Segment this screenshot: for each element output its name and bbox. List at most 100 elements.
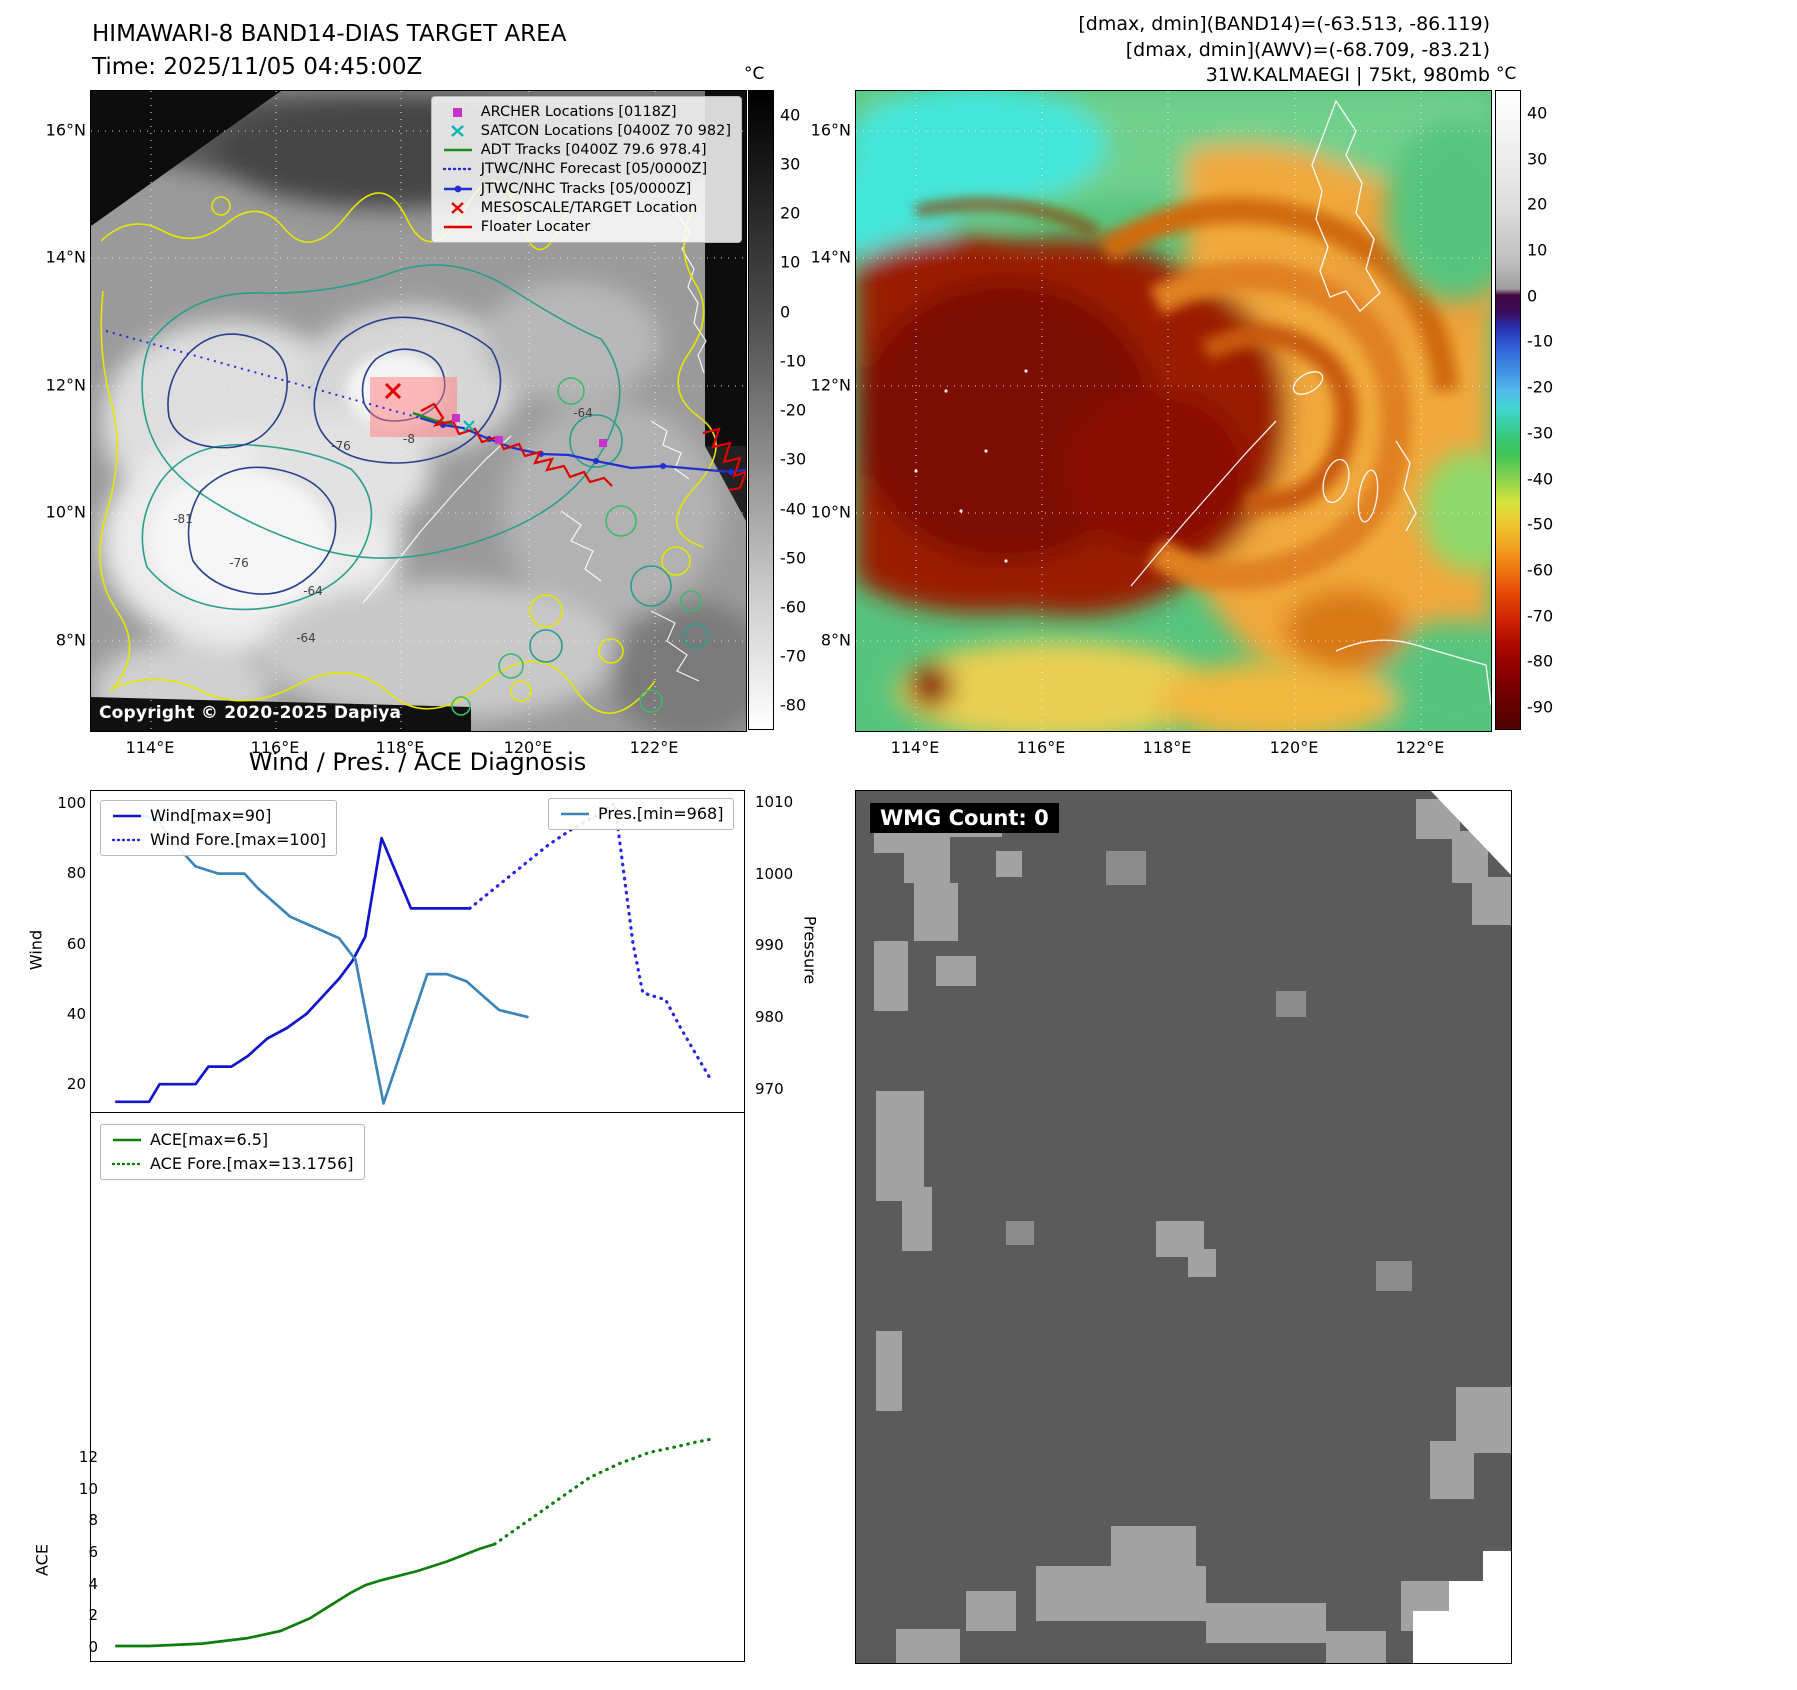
ace-tick-0: 0: [88, 1637, 98, 1656]
band14-lon-tick-122°E: 122°E: [629, 738, 679, 757]
map-legend-item-4: JTWC/NHC Tracks [05/0000Z]: [442, 180, 731, 198]
contour-value-6: -64: [573, 406, 593, 420]
awv-lat-axis: 16°N 14°N 12°N 10°N 8°N: [803, 90, 851, 730]
band14-colorbar-ticks: 40 30 20 10 0 -10 -20 -30 -40 -50 -60 -70 -80: [748, 90, 808, 730]
pressure-tick-980: 980: [755, 1008, 784, 1027]
band14-lat-axis: 16°N 14°N 12°N 10°N 8°N: [38, 90, 86, 730]
awv-cb-tick-30: 30: [1527, 149, 1548, 169]
wind-pressure-series-1: [468, 801, 712, 1079]
coastline: [1130, 99, 1491, 706]
storm-spiral-bands: [915, 197, 1459, 592]
wind-tick-60: 60: [66, 934, 86, 953]
jtwc-forecast-track: [105, 330, 421, 419]
wind-tick-80: 80: [66, 864, 86, 883]
awv-lat-tick-14°N: 14°N: [810, 247, 851, 267]
floater-track-east: [702, 427, 746, 492]
map-legend-item-2: ADT Tracks [0400Z 79.6 978.4]: [442, 141, 731, 159]
contour-value-4: -76: [331, 439, 351, 453]
archer-location-markers: [452, 414, 607, 447]
ace-chart: [115, 1437, 716, 1648]
band14-cb-tick--40: -40: [780, 499, 807, 518]
band14-title-line2: Time: 2025/11/05 04:45:00Z: [92, 54, 423, 81]
map-legend-item-4-label: JTWC/NHC Tracks [05/0000Z]: [480, 180, 692, 197]
map-grid: [856, 91, 1491, 731]
storm-info-header: [dmax, dmin](BAND14)=(-63.513, -86.119) …: [855, 12, 1490, 89]
awv-lat-tick-10°N: 10°N: [810, 502, 851, 522]
awv-cb-tick--40: -40: [1527, 469, 1554, 489]
wmg-mask-image: [856, 791, 1511, 1663]
map-legend-item-6-label: Floater Locater: [480, 218, 591, 235]
band14-cb-tick--80: -80: [780, 695, 807, 715]
band14-map-panel: ARCHER Locations [0118Z] SATCON Locations…: [90, 90, 747, 732]
x-marker-icon: [450, 125, 464, 138]
chart2-legend-item-1: ACE Fore.[max=13.1756]: [111, 1154, 354, 1174]
awv-cb-tick--70: -70: [1527, 606, 1554, 626]
x-marker-icon: [450, 201, 464, 214]
band14-lat-tick-12°N: 12°N: [45, 375, 86, 395]
awv-cb-tick--50: -50: [1527, 514, 1554, 534]
dmax-dmin-band14: [dmax, dmin](BAND14)=(-63.513, -86.119): [1078, 13, 1490, 35]
band14-cb-tick-0: 0: [780, 302, 791, 321]
swath-edge-bottom: [91, 697, 471, 731]
map-legend-item-3: JTWC/NHC Forecast [05/0000Z]: [442, 160, 731, 178]
awv-lon-tick-122°E: 122°E: [1395, 738, 1445, 757]
wind-pressure-series-2: [115, 814, 529, 1105]
awv-cb-tick-20: 20: [1527, 194, 1548, 214]
wind-tick-20: 20: [66, 1075, 86, 1094]
band14-cb-tick-10: 10: [780, 252, 801, 272]
awv-cb-tick-40: 40: [1527, 103, 1548, 123]
contour-value-5: -8: [403, 432, 415, 446]
square-marker-icon: [452, 108, 462, 118]
chart1-legend-item-2-label: Pres.[min=968]: [598, 804, 724, 823]
awv-lon-tick-118°E: 118°E: [1142, 738, 1192, 757]
awv-cb-tick--80: -80: [1527, 651, 1554, 671]
wmg-corner-cuts: [1413, 791, 1511, 1663]
wind-axis-label: Wind: [26, 929, 46, 971]
awv-lat-tick-16°N: 16°N: [810, 120, 851, 140]
awv-cb-tick--10: -10: [1527, 331, 1554, 351]
wmg-count-label: WMG Count: 0: [870, 803, 1059, 833]
satcon-location-x-icon: [463, 420, 475, 432]
contour-value-2: -64: [303, 584, 323, 598]
chart1-legend-item-2: Pres.[min=968]: [559, 804, 723, 824]
map-legend-item-1-label: SATCON Locations [0400Z 70 982]: [480, 123, 731, 140]
band14-cb-tick--60: -60: [780, 597, 807, 617]
chart2-legend-item-0: ACE[max=6.5]: [111, 1130, 354, 1150]
ace-tick-10: 10: [78, 1479, 98, 1498]
pressure-tick-990: 990: [755, 936, 784, 955]
pressure-legend: Pres.[min=968]: [548, 798, 735, 830]
band14-cb-tick--70: -70: [780, 646, 807, 666]
map-legend-item-0-label: ARCHER Locations [0118Z]: [480, 104, 677, 120]
band14-lat-tick-10°N: 10°N: [45, 502, 86, 522]
awv-lat-tick-8°N: 8°N: [820, 630, 851, 650]
chart1-legend-item-1: Wind Fore.[max=100]: [111, 830, 326, 850]
band14-cb-tick--50: -50: [780, 548, 807, 568]
line-marker-icon: [443, 225, 472, 229]
dmax-dmin-awv: [dmax, dmin](AWV)=(-68.709, -83.21): [1125, 38, 1490, 61]
awv-cb-tick--30: -30: [1527, 423, 1554, 443]
band14-title-line1: HIMAWARI-8 BAND14-DIAS TARGET AREA: [92, 21, 567, 47]
cloud-specks: [914, 369, 1028, 563]
band14-cb-tick--30: -30: [780, 449, 807, 469]
diagnosis-title: Wind / Pres. / ACE Diagnosis: [248, 748, 587, 776]
line-marker-icon: [443, 149, 472, 152]
awv-colorbar-unit: °C: [1496, 64, 1517, 84]
ace-chart-panel: [90, 1113, 745, 1662]
band14-colorbar-unit: °C: [744, 64, 765, 84]
chart1-legend-item-0-label: Wind[max=90]: [150, 806, 272, 825]
awv-field-edges: [896, 121, 1491, 731]
pressure-tick-1010: 1010: [755, 792, 794, 811]
band14-cb-tick-40: 40: [780, 105, 801, 125]
band14-cb-tick--20: -20: [780, 400, 807, 420]
awv-colorbar: [1495, 90, 1521, 730]
pressure-tick-1000: 1000: [755, 864, 794, 883]
chart2-legend-item-0-label: ACE[max=6.5]: [150, 1130, 269, 1149]
awv-colorbar-ticks: 40 30 20 10 0 -10 -20 -30 -40 -50 -60 -70 -80 -90: [1495, 90, 1555, 730]
wind-pressure-series-0: [115, 836, 470, 1104]
ace-axis-label: ACE: [32, 1544, 52, 1576]
contour-green: [451, 377, 702, 716]
band14-lon-tick-114°E: 114°E: [125, 738, 175, 757]
mesoscale-target-x-icon: [384, 382, 402, 400]
awv-cb-tick-10: 10: [1527, 240, 1548, 260]
